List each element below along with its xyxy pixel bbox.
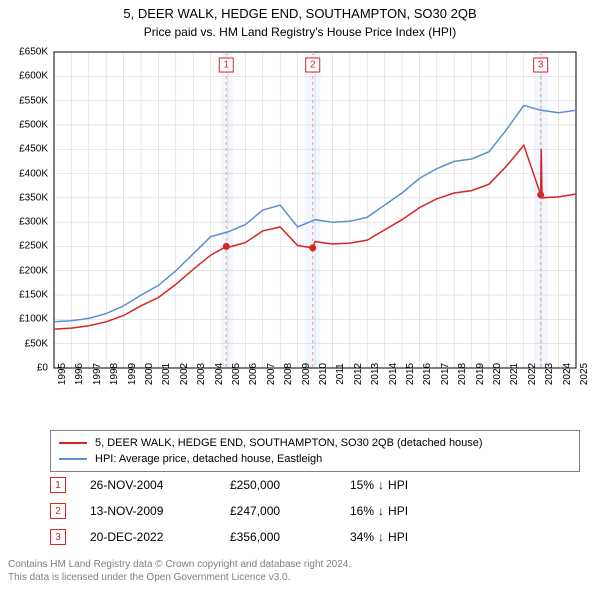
y-tick-label: £100K bbox=[19, 314, 48, 325]
x-tick-label: 2017 bbox=[440, 363, 451, 385]
x-tick-label: 2000 bbox=[144, 363, 155, 385]
legend-item: 5, DEER WALK, HEDGE END, SOUTHAMPTON, SO… bbox=[59, 435, 571, 451]
x-tick-label: 2010 bbox=[318, 363, 329, 385]
legend: 5, DEER WALK, HEDGE END, SOUTHAMPTON, SO… bbox=[50, 430, 580, 472]
sale-row: 1 26-NOV-2004£250,00015% ↓ HPI bbox=[50, 472, 580, 498]
x-tick-label: 2011 bbox=[335, 363, 346, 385]
svg-text:3: 3 bbox=[538, 60, 544, 71]
sale-delta: 34% ↓ HPI bbox=[350, 530, 470, 544]
sale-price: £247,000 bbox=[230, 504, 350, 518]
x-tick-label: 2013 bbox=[370, 363, 381, 385]
legend-item: HPI: Average price, detached house, East… bbox=[59, 451, 571, 467]
y-tick-label: £0 bbox=[37, 363, 48, 374]
footer-line: Contains HM Land Registry data © Crown c… bbox=[8, 558, 592, 571]
y-tick-label: £350K bbox=[19, 192, 48, 203]
x-tick-label: 1999 bbox=[127, 363, 138, 385]
legend-label: HPI: Average price, detached house, East… bbox=[95, 453, 322, 465]
y-tick-label: £150K bbox=[19, 290, 48, 301]
x-tick-label: 2014 bbox=[388, 363, 399, 385]
x-tick-label: 1998 bbox=[109, 363, 120, 385]
arrow-down-icon: ↓ bbox=[378, 478, 384, 492]
x-tick-label: 1997 bbox=[92, 363, 103, 385]
sale-price: £250,000 bbox=[230, 478, 350, 492]
x-tick-label: 2003 bbox=[196, 363, 207, 385]
sale-date: 13-NOV-2009 bbox=[90, 504, 230, 518]
x-tick-label: 2005 bbox=[231, 363, 242, 385]
x-tick-label: 2019 bbox=[475, 363, 486, 385]
y-tick-label: £250K bbox=[19, 241, 48, 252]
x-tick-label: 2006 bbox=[248, 363, 259, 385]
y-tick-label: £50K bbox=[25, 338, 48, 349]
x-tick-label: 2025 bbox=[579, 363, 590, 385]
sale-delta: 15% ↓ HPI bbox=[350, 478, 470, 492]
y-tick-label: £600K bbox=[19, 71, 48, 82]
x-tick-label: 2018 bbox=[457, 363, 468, 385]
sale-price: £356,000 bbox=[230, 530, 350, 544]
x-tick-label: 2020 bbox=[492, 363, 503, 385]
sale-delta: 16% ↓ HPI bbox=[350, 504, 470, 518]
x-tick-label: 2022 bbox=[527, 363, 538, 385]
y-tick-label: £400K bbox=[19, 168, 48, 179]
x-tick-label: 2015 bbox=[405, 363, 416, 385]
x-tick-label: 2021 bbox=[509, 363, 520, 385]
sale-marker-icon: 1 bbox=[50, 477, 66, 493]
x-tick-label: 1995 bbox=[57, 363, 68, 385]
x-tick-label: 2024 bbox=[562, 363, 573, 385]
x-tick-label: 2016 bbox=[422, 363, 433, 385]
subtitle: Price paid vs. HM Land Registry's House … bbox=[10, 25, 590, 39]
x-tick-label: 1996 bbox=[74, 363, 85, 385]
legend-swatch-hpi bbox=[59, 458, 87, 460]
x-tick-label: 2001 bbox=[161, 363, 172, 385]
y-tick-label: £200K bbox=[19, 265, 48, 276]
sale-marker-icon: 3 bbox=[50, 529, 66, 545]
y-tick-label: £300K bbox=[19, 217, 48, 228]
x-tick-label: 2004 bbox=[214, 363, 225, 385]
y-tick-label: £500K bbox=[19, 119, 48, 130]
arrow-down-icon: ↓ bbox=[378, 530, 384, 544]
sale-row: 3 20-DEC-2022£356,00034% ↓ HPI bbox=[50, 524, 580, 550]
address-title: 5, DEER WALK, HEDGE END, SOUTHAMPTON, SO… bbox=[10, 6, 590, 21]
x-tick-label: 2009 bbox=[301, 363, 312, 385]
x-tick-label: 2023 bbox=[544, 363, 555, 385]
x-tick-label: 2007 bbox=[266, 363, 277, 385]
sale-date: 26-NOV-2004 bbox=[90, 478, 230, 492]
x-tick-label: 2002 bbox=[179, 363, 190, 385]
price-chart: 123 £0£50K£100K£150K£200K£250K£300K£350K… bbox=[50, 48, 580, 418]
footer: Contains HM Land Registry data © Crown c… bbox=[8, 558, 592, 584]
sale-date: 20-DEC-2022 bbox=[90, 530, 230, 544]
svg-text:2: 2 bbox=[310, 60, 316, 71]
y-tick-label: £450K bbox=[19, 144, 48, 155]
sale-marker-icon: 2 bbox=[50, 503, 66, 519]
x-tick-label: 2012 bbox=[353, 363, 364, 385]
sales-table: 1 26-NOV-2004£250,00015% ↓ HPI 2 13-NOV-200… bbox=[50, 472, 580, 550]
svg-text:1: 1 bbox=[223, 60, 229, 71]
y-tick-label: £650K bbox=[19, 47, 48, 58]
sale-row: 2 13-NOV-2009£247,00016% ↓ HPI bbox=[50, 498, 580, 524]
arrow-down-icon: ↓ bbox=[378, 504, 384, 518]
x-tick-label: 2008 bbox=[283, 363, 294, 385]
footer-line: This data is licensed under the Open Gov… bbox=[8, 571, 592, 584]
legend-swatch-property bbox=[59, 442, 87, 444]
legend-label: 5, DEER WALK, HEDGE END, SOUTHAMPTON, SO… bbox=[95, 437, 483, 449]
y-tick-label: £550K bbox=[19, 95, 48, 106]
